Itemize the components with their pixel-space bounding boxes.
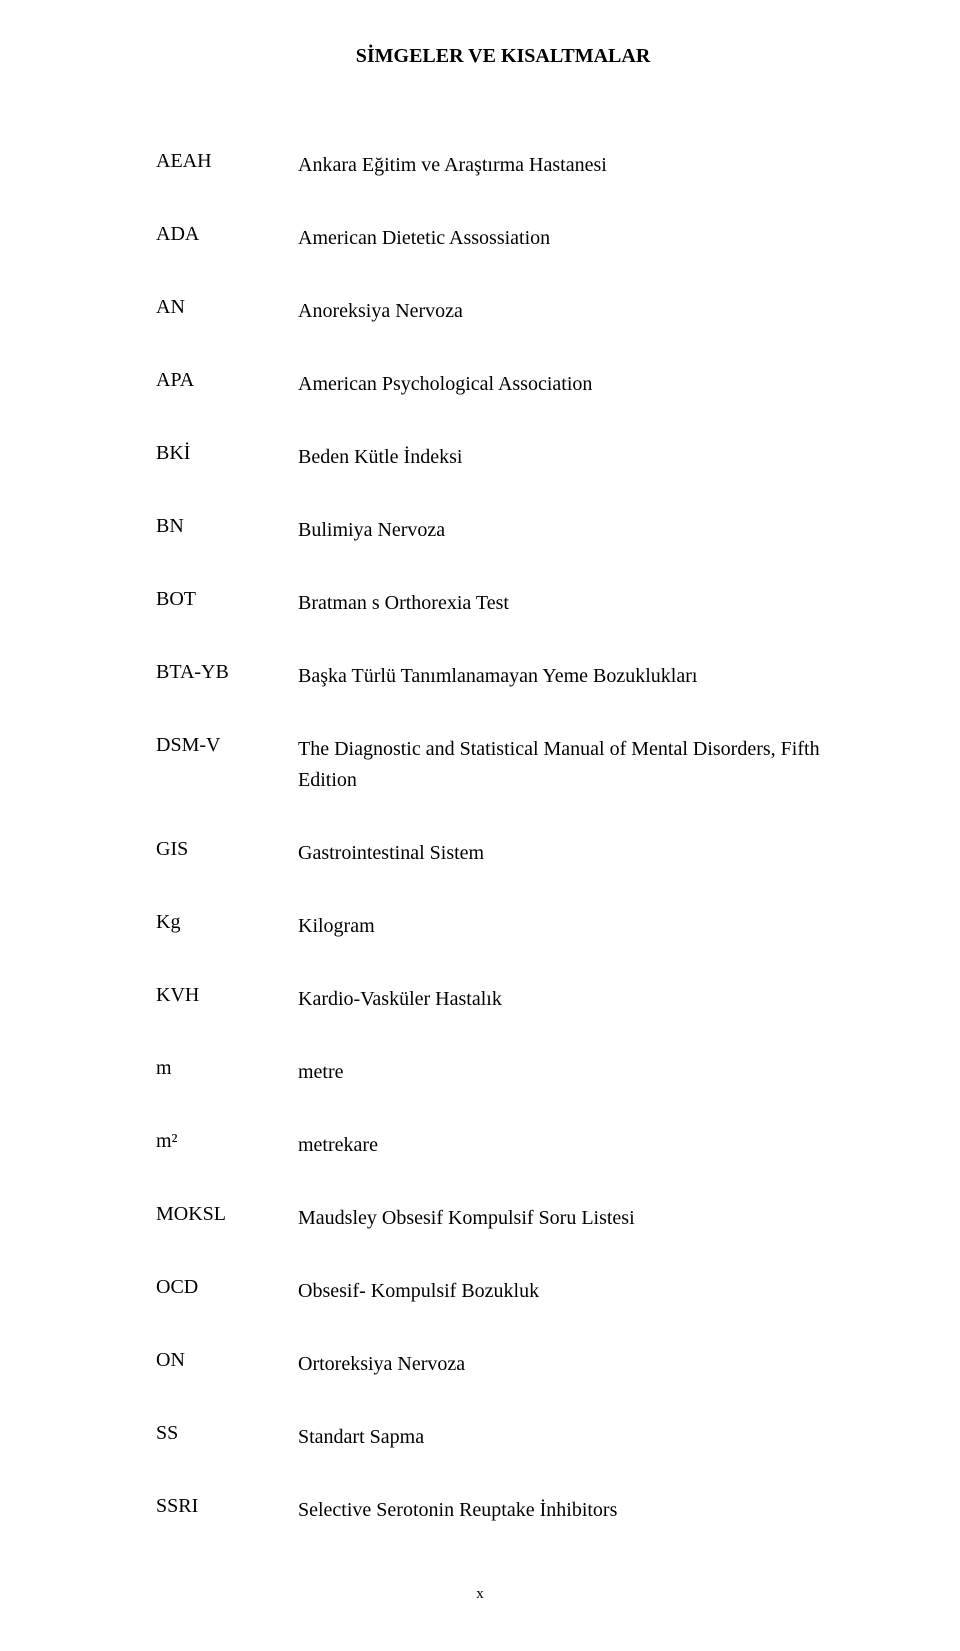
abbr-term: DSM-V (156, 734, 298, 796)
abbr-term: MOKSL (156, 1203, 298, 1234)
abbr-row: BNBulimiya Nervoza (156, 515, 850, 546)
abbr-definition: Bratman s Orthorexia Test (298, 588, 509, 619)
abbr-definition: Kilogram (298, 911, 375, 942)
abbr-definition: Beden Kütle İndeksi (298, 442, 462, 473)
abbr-row: APAAmerican Psychological Association (156, 369, 850, 400)
abbr-row: mmetre (156, 1057, 850, 1088)
abbr-term: ON (156, 1349, 298, 1380)
abbr-definition: Kardio-Vasküler Hastalık (298, 984, 502, 1015)
abbr-row: KgKilogram (156, 911, 850, 942)
abbr-term: m² (156, 1130, 298, 1161)
abbr-definition: The Diagnostic and Statistical Manual of… (298, 734, 850, 796)
abbr-term: Kg (156, 911, 298, 942)
abbr-row: GISGastrointestinal Sistem (156, 838, 850, 869)
abbr-term: AEAH (156, 150, 298, 181)
abbr-row: ONOrtoreksiya Nervoza (156, 1349, 850, 1380)
abbr-definition: Maudsley Obsesif Kompulsif Soru Listesi (298, 1203, 635, 1234)
abbr-definition: Ankara Eğitim ve Araştırma Hastanesi (298, 150, 607, 181)
abbr-term: SS (156, 1422, 298, 1453)
abbr-term: OCD (156, 1276, 298, 1307)
abbr-term: BN (156, 515, 298, 546)
abbr-definition: metre (298, 1057, 344, 1088)
abbr-row: BKİBeden Kütle İndeksi (156, 442, 850, 473)
abbr-definition: Selective Serotonin Reuptake İnhibitors (298, 1495, 617, 1526)
abbr-row: ANAnoreksiya Nervoza (156, 296, 850, 327)
abbr-row: OCDObsesif- Kompulsif Bozukluk (156, 1276, 850, 1307)
abbr-definition: Anoreksiya Nervoza (298, 296, 463, 327)
abbr-definition: Bulimiya Nervoza (298, 515, 445, 546)
abbr-definition: metrekare (298, 1130, 378, 1161)
abbr-term: BOT (156, 588, 298, 619)
abbr-term: GIS (156, 838, 298, 869)
abbr-definition: American Dietetic Assossiation (298, 223, 550, 254)
abbr-definition: American Psychological Association (298, 369, 592, 400)
abbr-term: APA (156, 369, 298, 400)
abbr-row: ADAAmerican Dietetic Assossiation (156, 223, 850, 254)
abbr-term: SSRI (156, 1495, 298, 1526)
page-number: x (0, 1586, 960, 1603)
abbr-row: KVHKardio-Vasküler Hastalık (156, 984, 850, 1015)
abbr-definition: Gastrointestinal Sistem (298, 838, 484, 869)
abbr-row: AEAHAnkara Eğitim ve Araştırma Hastanesi (156, 150, 850, 181)
abbr-term: ADA (156, 223, 298, 254)
abbr-row: BTA-YBBaşka Türlü Tanımlanamayan Yeme Bo… (156, 661, 850, 692)
abbr-definition: Standart Sapma (298, 1422, 424, 1453)
abbr-definition: Obsesif- Kompulsif Bozukluk (298, 1276, 539, 1307)
abbr-term: AN (156, 296, 298, 327)
abbr-row: m²metrekare (156, 1130, 850, 1161)
abbr-term: KVH (156, 984, 298, 1015)
abbr-row: SSStandart Sapma (156, 1422, 850, 1453)
abbr-term: BKİ (156, 442, 298, 473)
abbr-definition: Ortoreksiya Nervoza (298, 1349, 465, 1380)
abbr-term: BTA-YB (156, 661, 298, 692)
abbreviation-list: AEAHAnkara Eğitim ve Araştırma Hastanesi… (156, 150, 850, 1526)
abbr-row: SSRISelective Serotonin Reuptake İnhibit… (156, 1495, 850, 1526)
abbr-term: m (156, 1057, 298, 1088)
page-title: SİMGELER VE KISALTMALAR (156, 45, 850, 68)
abbr-row: DSM-VThe Diagnostic and Statistical Manu… (156, 734, 850, 796)
abbr-definition: Başka Türlü Tanımlanamayan Yeme Bozukluk… (298, 661, 697, 692)
abbr-row: MOKSLMaudsley Obsesif Kompulsif Soru Lis… (156, 1203, 850, 1234)
abbr-row: BOTBratman s Orthorexia Test (156, 588, 850, 619)
